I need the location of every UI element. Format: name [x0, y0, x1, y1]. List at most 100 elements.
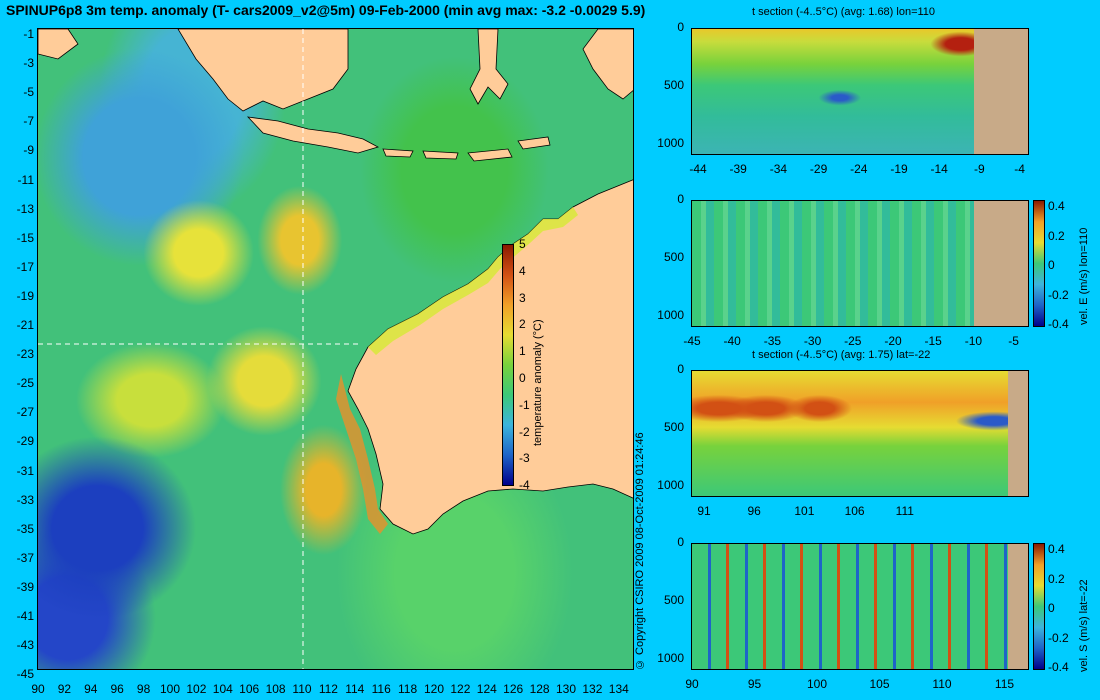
- map-y-tick: -37: [16, 550, 34, 565]
- panel-y-tick: 500: [663, 593, 684, 607]
- lesser-sunda-islands: [382, 136, 551, 162]
- sulawesi-landmass: [469, 29, 509, 105]
- map-colorbar-tick: -1: [519, 397, 530, 412]
- map-x-tick: 94: [84, 682, 98, 696]
- map-y-tick: -19: [16, 288, 34, 303]
- panel-2-colorbar-label: vel. E (m/s) lon=110: [1078, 227, 1090, 325]
- map-colorbar-tick: 3: [519, 290, 526, 305]
- panel-4-colorbar: [1033, 543, 1045, 670]
- panel-x-tick: -29: [809, 162, 828, 176]
- map-colorbar-tick: -3: [519, 451, 530, 466]
- panel-colorbar-tick: -0.4: [1048, 660, 1069, 674]
- temperature-anomaly-map: [37, 28, 634, 670]
- map-y-tick: -43: [16, 638, 34, 653]
- map-colorbar-label: temperature anomaly (°C): [532, 319, 544, 446]
- panel-x-tick: -44: [689, 162, 707, 176]
- panel-x-tick: -39: [729, 162, 747, 176]
- map-x-tick: 118: [398, 682, 418, 696]
- panel-colorbar-tick: -0.2: [1048, 287, 1069, 302]
- map-x-tick: 126: [503, 682, 524, 696]
- panel-colorbar-tick: 0.2: [1048, 571, 1065, 586]
- panel-3-title: t section (-4..5°C) (avg: 1.75) lat=-22: [752, 349, 931, 361]
- panel-x-tick: 100: [806, 677, 828, 691]
- panel-colorbar-tick: 0.4: [1048, 199, 1065, 213]
- map-y-tick: -29: [16, 434, 34, 449]
- map-x-tick: 114: [345, 682, 365, 696]
- panel-x-tick: -19: [890, 162, 908, 176]
- panel-1-temp-section-lon: [691, 28, 1029, 155]
- panel-y-tick: 500: [663, 250, 684, 264]
- map-x-tick: 110: [292, 682, 312, 696]
- panel-colorbar-tick: 0: [1048, 601, 1055, 615]
- map-y-tick: -15: [16, 230, 34, 245]
- map-y-tick: -3: [23, 56, 34, 71]
- panel-x-tick: -20: [884, 334, 902, 348]
- map-x-tick: 112: [318, 682, 338, 696]
- borneo-landmass: [177, 29, 349, 112]
- map-y-tick: -9: [23, 143, 34, 158]
- panel-y-tick: 1000: [657, 308, 684, 322]
- panel-x-tick: -40: [723, 334, 741, 348]
- map-y-tick: -35: [16, 521, 34, 536]
- map-colorbar-tick: 0: [519, 371, 526, 385]
- panel-colorbar-tick: 0.2: [1048, 228, 1065, 243]
- map-x-tick: 120: [423, 682, 445, 696]
- panel-y-tick: 0: [677, 362, 684, 376]
- panel-y-tick: 0: [677, 192, 684, 206]
- panel-colorbar-tick: -0.4: [1048, 317, 1069, 331]
- panel-1-title: t section (-4..5°C) (avg: 1.68) lon=110: [752, 6, 936, 18]
- map-x-tick: 104: [212, 682, 233, 696]
- map-y-tick: -17: [16, 259, 34, 274]
- panel-colorbar-tick: 0: [1048, 258, 1055, 272]
- panel-x-tick: -14: [930, 162, 948, 176]
- map-x-tick: 132: [582, 682, 603, 696]
- panel-x-tick: -25: [844, 334, 862, 348]
- map-y-tick: -23: [16, 347, 34, 362]
- panel-colorbar-tick: 0.4: [1048, 542, 1065, 556]
- map-y-tick: -45: [16, 667, 34, 682]
- panel-x-tick: -5: [1008, 334, 1019, 348]
- figure-title: SPINUP6p8 3m temp. anomaly (T- cars2009_…: [6, 2, 646, 18]
- panel-y-tick: 1000: [657, 136, 684, 150]
- map-colorbar-tick: 1: [519, 344, 526, 359]
- panel-y-tick: 500: [663, 78, 684, 92]
- map-colorbar-tick: 5: [519, 237, 526, 251]
- panel-x-tick: -30: [803, 334, 822, 348]
- new-guinea-landmass: [582, 29, 633, 100]
- map-x-tick: 98: [136, 682, 151, 696]
- panel-x-tick: -10: [964, 334, 983, 348]
- map-colorbar-tick: 4: [519, 263, 526, 278]
- panel-colorbar-tick: -0.2: [1048, 630, 1069, 645]
- panel-x-tick: -34: [769, 162, 788, 176]
- copyright-text: © Copyright CSIRO 2009 08-Oct-2009 01:24…: [634, 432, 646, 670]
- panel-x-tick: -35: [763, 334, 782, 348]
- map-x-tick: 134: [608, 682, 629, 696]
- panel-x-tick: -15: [924, 334, 942, 348]
- panel-x-tick: -9: [974, 162, 985, 176]
- panel-x-tick: 115: [994, 677, 1015, 691]
- map-y-tick: -5: [23, 85, 34, 100]
- map-y-tick: -1: [23, 27, 34, 41]
- panel-y-tick: 0: [677, 535, 684, 549]
- sumatra-landmass: [38, 29, 79, 60]
- map-colorbar: [502, 244, 514, 486]
- map-x-tick: 90: [31, 682, 45, 696]
- map-y-tick: -25: [16, 376, 34, 391]
- panel-x-tick: -4: [1014, 162, 1025, 176]
- panel-x-tick: 105: [869, 677, 890, 691]
- map-colorbar-tick: -2: [519, 424, 530, 439]
- map-x-tick: 122: [450, 682, 471, 696]
- northwest-shelf-warm-band: [368, 207, 578, 355]
- panel-x-tick: 110: [932, 677, 952, 691]
- map-x-tick: 130: [555, 682, 577, 696]
- map-x-tick: 128: [529, 682, 550, 696]
- panel-x-tick: 101: [794, 504, 815, 518]
- panel-x-tick: 106: [844, 504, 865, 518]
- panel-2-vel-east-section: [691, 200, 1029, 327]
- panel-4-vel-south-section: [691, 543, 1029, 670]
- panel-x-tick: 96: [747, 504, 761, 518]
- map-colorbar-tick: -4: [519, 478, 530, 493]
- panel-x-tick: 95: [747, 677, 762, 691]
- java-landmass: [246, 116, 380, 154]
- map-y-tick: -13: [16, 201, 34, 216]
